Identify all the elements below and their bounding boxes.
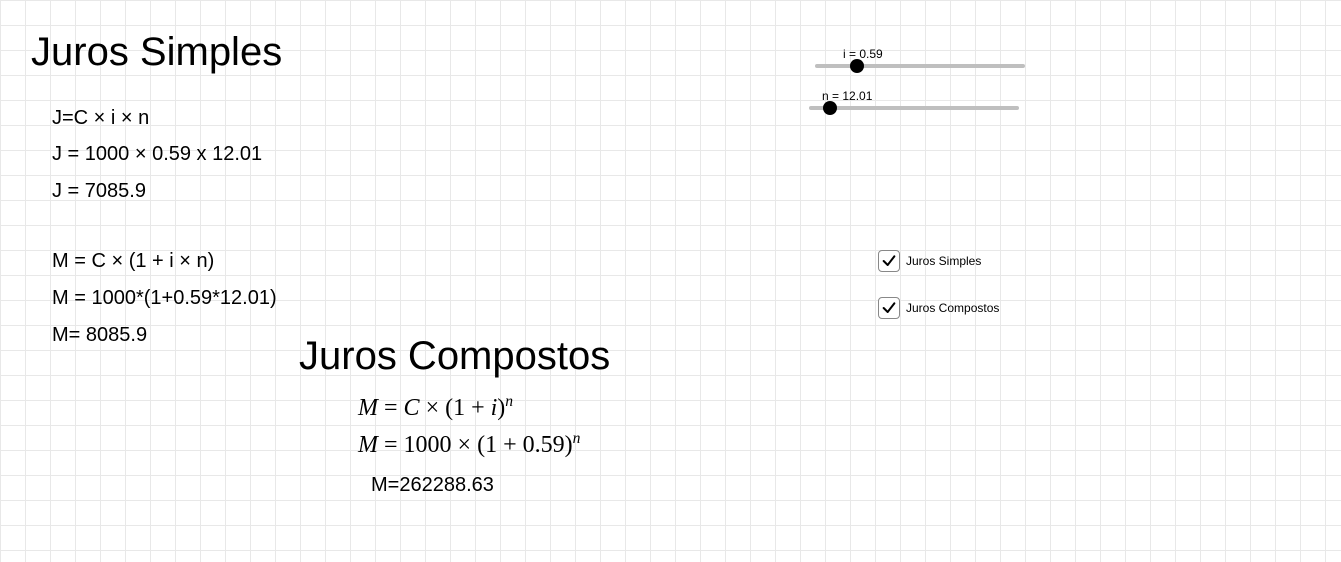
si-m-result: M= 8085.9: [52, 324, 147, 347]
compound-interest-title: Juros Compostos: [299, 334, 610, 379]
check-icon: [881, 300, 897, 316]
checkbox-simples-row: Juros Simples: [878, 250, 981, 272]
graph-canvas: Juros Simples J=C × i × n J = 1000 × 0.5…: [0, 0, 1341, 562]
ci-m-result: M=262288.63: [371, 474, 494, 497]
slider-i-track[interactable]: [815, 64, 1025, 68]
slider-i[interactable]: i = 0.59: [815, 47, 1025, 68]
checkbox-compostos-row: Juros Compostos: [878, 297, 999, 319]
si-m-formula: M = C × (1 + i × n): [52, 250, 214, 273]
si-j-substituted: J = 1000 × 0.59 x 12.01: [52, 143, 262, 166]
slider-n-thumb[interactable]: [823, 101, 837, 115]
slider-i-label: i = 0.59: [843, 47, 1025, 61]
check-icon: [881, 253, 897, 269]
si-j-formula: J=C × i × n: [52, 107, 149, 130]
si-m-substituted: M = 1000*(1+0.59*12.01): [52, 287, 277, 310]
checkbox-simples[interactable]: [878, 250, 900, 272]
checkbox-simples-label: Juros Simples: [906, 254, 981, 268]
checkbox-compostos-label: Juros Compostos: [906, 301, 999, 315]
ci-m-formula: M = C × (1 + i)n: [358, 393, 513, 422]
slider-n-label: n = 12.01: [822, 89, 1019, 103]
simple-interest-title: Juros Simples: [31, 30, 282, 75]
ci-m-substituted: M = 1000 × (1 + 0.59)n: [358, 430, 580, 459]
slider-n[interactable]: n = 12.01: [809, 89, 1019, 110]
slider-i-thumb[interactable]: [850, 59, 864, 73]
si-j-result: J = 7085.9: [52, 180, 146, 203]
checkbox-compostos[interactable]: [878, 297, 900, 319]
slider-n-track[interactable]: [809, 106, 1019, 110]
